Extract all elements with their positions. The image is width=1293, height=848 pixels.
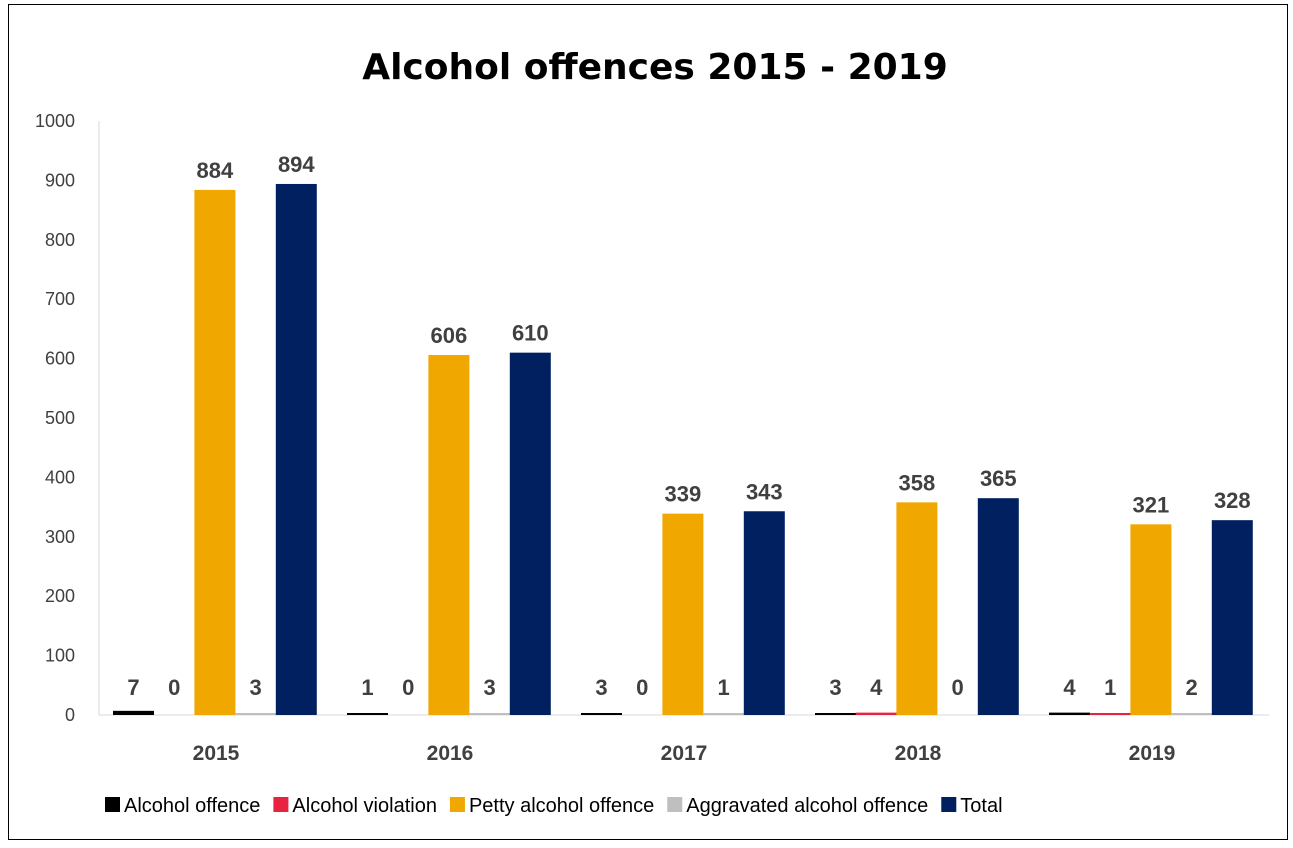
data-label: 3 [595, 675, 607, 700]
data-label: 3 [483, 675, 495, 700]
bar-alcohol-offence-2019 [1049, 712, 1090, 715]
legend-swatch [667, 797, 683, 812]
bar-total-2019 [1211, 520, 1253, 715]
bar-petty-alcohol-offence-2017 [662, 513, 704, 715]
x-tick-label: 2016 [427, 742, 474, 765]
legend-label: Total [960, 795, 1002, 817]
data-label: 339 [665, 482, 702, 507]
data-label: 365 [980, 466, 1017, 491]
data-label: 4 [870, 675, 883, 700]
bar-aggravated-alcohol-offence-2015 [235, 713, 277, 715]
chart-frame: Alcohol offences 2015 - 2019 0 100 200 300 4… [8, 4, 1288, 840]
data-label: 1 [717, 675, 729, 700]
bar-aggravated-alcohol-offence-2017 [703, 713, 745, 715]
bar-alcohol-offence-2015 [113, 710, 154, 715]
bar-petty-alcohol-offence-2015 [194, 189, 236, 716]
y-tick-label: 700 [45, 289, 75, 309]
legend-label: Alcohol offence [124, 795, 260, 817]
data-label: 0 [168, 675, 180, 700]
y-tick-label: 200 [45, 586, 75, 606]
data-label: 884 [197, 158, 234, 183]
x-tick-label: 2015 [193, 742, 240, 765]
y-tick-label: 300 [45, 527, 75, 547]
data-label: 610 [512, 321, 549, 346]
data-label: 4 [1063, 675, 1076, 700]
y-tick-label: 500 [45, 408, 75, 428]
legend-swatch [273, 797, 289, 812]
data-label: 0 [402, 675, 414, 700]
y-tick-label: 800 [45, 230, 75, 250]
bar-alcohol-offence-2018 [815, 713, 856, 715]
legend-swatch [449, 797, 465, 812]
y-tick-label: 900 [45, 170, 75, 190]
bar-petty-alcohol-offence-2016 [428, 355, 470, 715]
bar-alcohol-violation-2018 [855, 712, 897, 715]
data-label: 7 [127, 675, 139, 700]
bar-total-2015 [275, 183, 317, 716]
bar-total-2018 [977, 498, 1019, 715]
data-label: 0 [636, 675, 648, 700]
data-label: 606 [431, 323, 468, 348]
data-label: 1 [361, 675, 373, 700]
chart-title: Alcohol offences 2015 - 2019 [362, 47, 948, 88]
bar-petty-alcohol-offence-2018 [896, 502, 938, 715]
y-tick-label: 400 [45, 467, 75, 487]
legend: Alcohol offence Alcohol violation Petty al… [105, 795, 1003, 817]
bar-alcohol-offence-2017 [581, 713, 622, 715]
y-tick-label: 1000 [35, 111, 75, 131]
bars [113, 183, 1253, 716]
data-label: 3 [249, 675, 261, 700]
data-label: 2 [1185, 675, 1197, 700]
legend-label: Petty alcohol offence [469, 795, 654, 817]
y-tick-label: 600 [45, 349, 75, 369]
legend-swatch [941, 797, 957, 812]
legend-label: Aggravated alcohol offence [686, 795, 928, 817]
bar-alcohol-offence-2016 [347, 713, 388, 715]
bar-total-2017 [743, 511, 785, 715]
bar-petty-alcohol-offence-2019 [1130, 524, 1172, 715]
data-labels: 7 0 884 3 894 1 0 606 3 610 3 0 339 1 343 3 4 358 0 365 4 1 32… [127, 152, 1250, 700]
x-tick-label: 2017 [661, 742, 708, 765]
data-label: 358 [899, 470, 936, 495]
x-tick-label: 2019 [1129, 742, 1176, 765]
x-axis-ticks: 2015 2016 2017 2018 2019 [193, 742, 1176, 765]
data-label: 343 [746, 479, 783, 504]
data-label: 3 [829, 675, 841, 700]
data-label: 328 [1214, 488, 1251, 513]
x-tick-label: 2018 [895, 742, 942, 765]
y-axis-ticks: 0 100 200 300 400 500 600 700 800 900 1000 [35, 111, 75, 725]
data-label: 894 [278, 152, 315, 177]
y-tick-label: 0 [65, 705, 75, 725]
data-label: 1 [1104, 675, 1116, 700]
bar-alcohol-violation-2019 [1089, 713, 1131, 715]
y-tick-label: 100 [45, 646, 75, 666]
bar-total-2016 [509, 352, 551, 715]
bar-aggravated-alcohol-offence-2016 [469, 713, 511, 715]
data-label: 321 [1133, 492, 1170, 517]
legend-swatch [105, 797, 120, 812]
bar-chart: Alcohol offences 2015 - 2019 01002003004… [35, 47, 1269, 817]
data-label: 0 [951, 675, 963, 700]
legend-label: Alcohol violation [292, 795, 437, 817]
bar-aggravated-alcohol-offence-2019 [1171, 713, 1213, 715]
